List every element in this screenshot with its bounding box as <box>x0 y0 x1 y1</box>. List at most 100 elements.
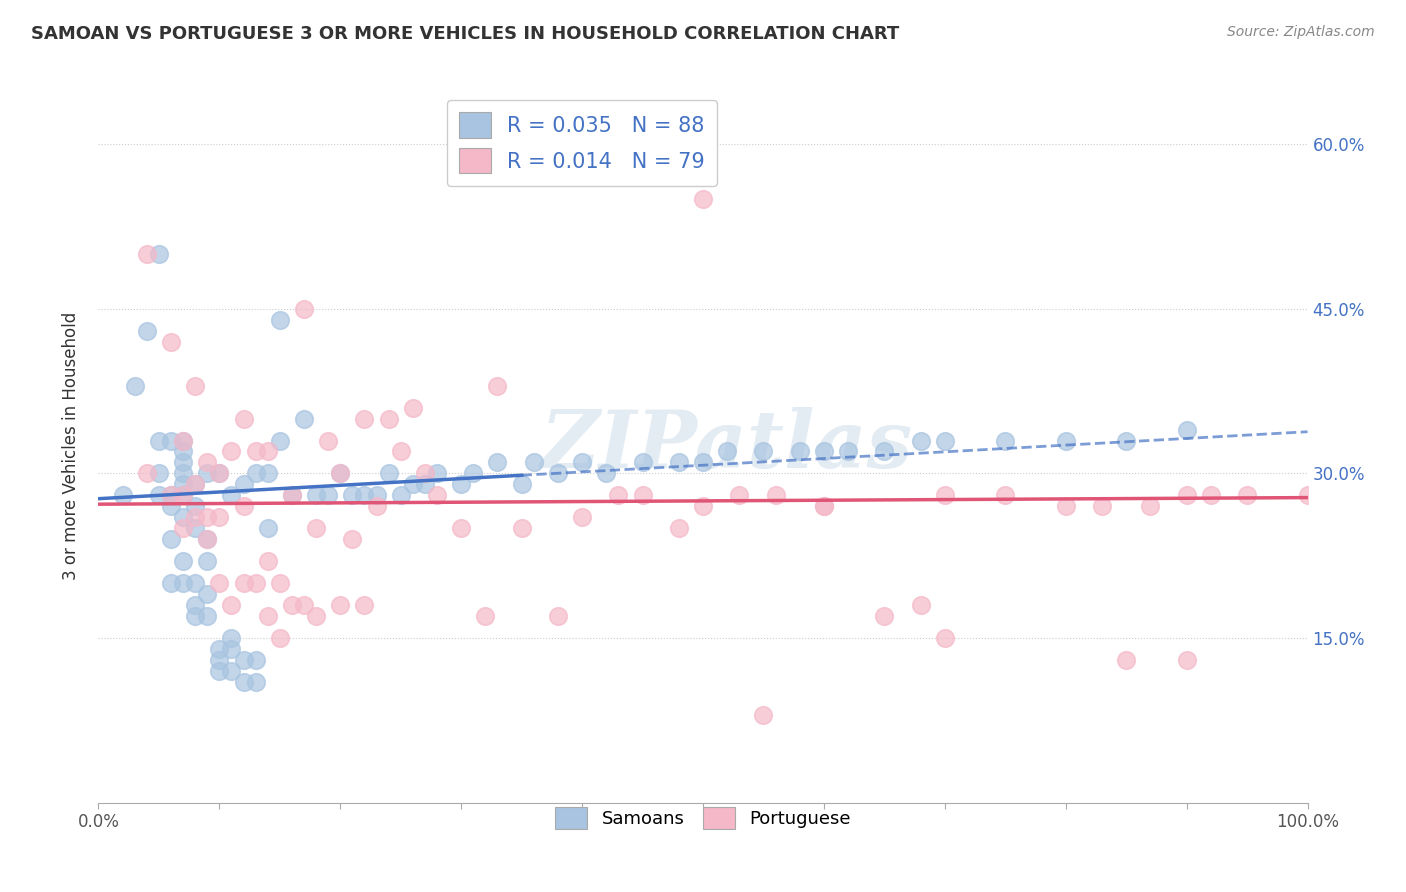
Point <box>195 467 218 481</box>
Point <box>148 467 170 481</box>
Point <box>934 631 956 645</box>
Point <box>547 467 569 481</box>
Point <box>450 477 472 491</box>
Point <box>160 488 183 502</box>
Point <box>1054 500 1077 514</box>
Point <box>172 510 194 524</box>
Point <box>402 401 425 415</box>
Point <box>463 467 485 481</box>
Point <box>245 444 267 458</box>
Point <box>184 521 207 535</box>
Point <box>813 500 835 514</box>
Point <box>474 609 496 624</box>
Point <box>595 467 617 481</box>
Point <box>184 598 207 612</box>
Point <box>184 500 207 514</box>
Y-axis label: 3 or more Vehicles in Household: 3 or more Vehicles in Household <box>62 312 80 580</box>
Point <box>172 467 194 481</box>
Point <box>232 477 254 491</box>
Point <box>389 488 412 502</box>
Text: SAMOAN VS PORTUGUESE 3 OR MORE VEHICLES IN HOUSEHOLD CORRELATION CHART: SAMOAN VS PORTUGUESE 3 OR MORE VEHICLES … <box>31 25 900 43</box>
Point <box>486 378 509 392</box>
Point <box>292 301 315 316</box>
Point <box>148 434 170 448</box>
Point <box>910 434 932 448</box>
Point <box>148 247 170 261</box>
Point <box>256 554 278 568</box>
Point <box>1115 653 1137 667</box>
Point <box>269 576 291 591</box>
Point <box>256 467 278 481</box>
Point <box>111 488 134 502</box>
Point <box>305 609 328 624</box>
Point <box>245 675 267 690</box>
Point <box>329 598 352 612</box>
Point <box>172 521 194 535</box>
Point <box>692 500 714 514</box>
Point <box>1175 653 1198 667</box>
Point <box>135 247 157 261</box>
Point <box>245 467 267 481</box>
Point <box>837 444 859 458</box>
Point <box>716 444 738 458</box>
Point <box>486 455 509 469</box>
Point <box>353 598 375 612</box>
Legend: Samoans, Portuguese: Samoans, Portuguese <box>547 800 859 837</box>
Point <box>668 455 690 469</box>
Point <box>221 631 243 645</box>
Point <box>256 521 278 535</box>
Point <box>184 477 207 491</box>
Point <box>269 312 291 326</box>
Point <box>281 598 304 612</box>
Point <box>450 521 472 535</box>
Point <box>160 533 183 547</box>
Point <box>607 488 630 502</box>
Point <box>184 378 207 392</box>
Point <box>377 411 399 425</box>
Point <box>172 488 194 502</box>
Point <box>1236 488 1258 502</box>
Point <box>124 378 146 392</box>
Point <box>692 192 714 206</box>
Point <box>752 708 775 723</box>
Point <box>426 488 449 502</box>
Point <box>765 488 787 502</box>
Point <box>160 576 183 591</box>
Point <box>510 521 533 535</box>
Point <box>245 653 267 667</box>
Point <box>221 664 243 678</box>
Point <box>910 598 932 612</box>
Point <box>413 477 436 491</box>
Point <box>208 642 231 657</box>
Point <box>172 444 194 458</box>
Point <box>316 434 339 448</box>
Point <box>342 488 364 502</box>
Point <box>221 598 243 612</box>
Point <box>256 444 278 458</box>
Point <box>184 477 207 491</box>
Point <box>377 467 399 481</box>
Point <box>342 533 364 547</box>
Point <box>184 609 207 624</box>
Point <box>208 510 231 524</box>
Point <box>1199 488 1222 502</box>
Point <box>135 467 157 481</box>
Point <box>221 444 243 458</box>
Point <box>148 488 170 502</box>
Text: ZIPatlas: ZIPatlas <box>541 408 914 484</box>
Point <box>402 477 425 491</box>
Text: Source: ZipAtlas.com: Source: ZipAtlas.com <box>1227 25 1375 39</box>
Point <box>208 467 231 481</box>
Point <box>208 664 231 678</box>
Point <box>728 488 751 502</box>
Point <box>389 444 412 458</box>
Point <box>1054 434 1077 448</box>
Point <box>232 500 254 514</box>
Point <box>329 467 352 481</box>
Point <box>813 444 835 458</box>
Point <box>160 500 183 514</box>
Point <box>934 434 956 448</box>
Point <box>547 609 569 624</box>
Point <box>184 576 207 591</box>
Point <box>692 455 714 469</box>
